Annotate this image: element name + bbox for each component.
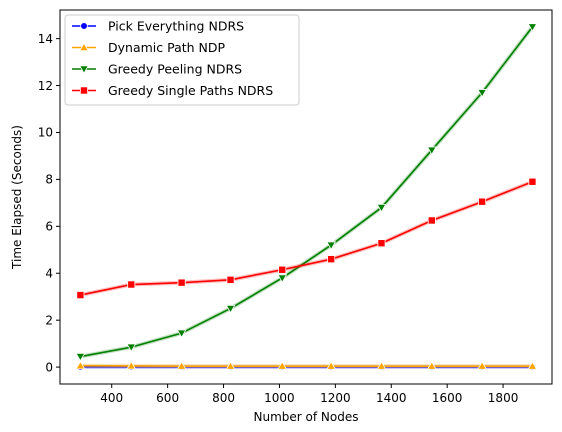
data-point (126, 343, 137, 353)
plot-content (75, 23, 538, 371)
y-axis-label: Time Elapsed (Seconds) (10, 125, 24, 270)
data-point (528, 177, 537, 186)
legend-entry: Dynamic Path NDP (72, 40, 226, 55)
x-tick-label: 800 (212, 391, 235, 405)
legend-entry: Greedy Single Paths NDRS (72, 83, 273, 98)
x-tick-label: 1600 (432, 391, 463, 405)
legend-box (64, 14, 300, 106)
data-point (377, 239, 386, 248)
series-line (80, 181, 533, 296)
legend-entry: Pick Everything NDRS (72, 19, 244, 34)
data-point (527, 23, 538, 32)
y-tick-label: 12 (38, 79, 53, 93)
x-tick-label: 400 (100, 391, 123, 405)
data-point (277, 361, 288, 370)
y-axis: 0 2 4 6 8 10 12 14 (38, 32, 60, 374)
data-point (278, 265, 287, 274)
y-tick-label: 10 (38, 126, 53, 140)
data-point (127, 280, 136, 289)
legend-entry: Greedy Peeling NDRS (72, 62, 242, 77)
data-point (477, 89, 488, 98)
data-point (426, 146, 437, 156)
series-2 (75, 360, 538, 370)
y-tick-label: 0 (45, 360, 53, 374)
data-point (376, 204, 387, 213)
data-point (478, 197, 487, 206)
data-point (477, 361, 488, 370)
data-point (75, 360, 86, 370)
legend-marker (79, 65, 89, 75)
data-point (327, 255, 336, 264)
x-tick-label: 600 (156, 391, 179, 405)
x-tick-label: 1800 (488, 391, 519, 405)
data-point (225, 361, 236, 370)
legend-label: Greedy Peeling NDRS (108, 62, 242, 77)
series-4 (76, 177, 537, 300)
data-point (527, 361, 538, 370)
x-tick-label: 1400 (376, 391, 407, 405)
data-point (176, 361, 187, 370)
data-point (427, 216, 436, 225)
series-3 (75, 23, 538, 362)
y-tick-label: 2 (45, 313, 53, 327)
x-tick-label: 1200 (320, 391, 351, 405)
series-band (80, 179, 534, 298)
series-line (80, 26, 534, 358)
data-point (176, 329, 187, 339)
y-tick-label: 14 (38, 32, 53, 46)
y-tick-label: 6 (45, 220, 53, 234)
legend: Pick Everything NDRS Dynamic Path NDP Gree… (64, 14, 300, 106)
legend-marker (80, 86, 89, 95)
y-tick-label: 8 (45, 173, 53, 187)
legend-marker (80, 22, 88, 30)
x-axis-label: Number of Nodes (254, 410, 359, 424)
legend-label: Greedy Single Paths NDRS (108, 83, 273, 98)
x-tick-label: 1000 (264, 391, 295, 405)
y-tick-label: 4 (45, 266, 53, 280)
data-point (126, 360, 137, 370)
legend-label: Pick Everything NDRS (108, 19, 244, 34)
legend-label: Dynamic Path NDP (108, 40, 226, 55)
data-point (426, 361, 437, 370)
data-point (226, 275, 235, 284)
data-point (376, 361, 387, 370)
data-point (76, 291, 85, 300)
x-axis: 400 600 800 1000 1200 1400 1600 1800 (100, 384, 518, 405)
data-point (225, 304, 236, 314)
legend-marker (79, 42, 89, 52)
data-point (75, 352, 86, 362)
data-point (326, 361, 337, 370)
data-point (177, 278, 186, 287)
data-point (277, 274, 288, 283)
data-point (326, 241, 337, 251)
plot-frame (59, 9, 553, 385)
